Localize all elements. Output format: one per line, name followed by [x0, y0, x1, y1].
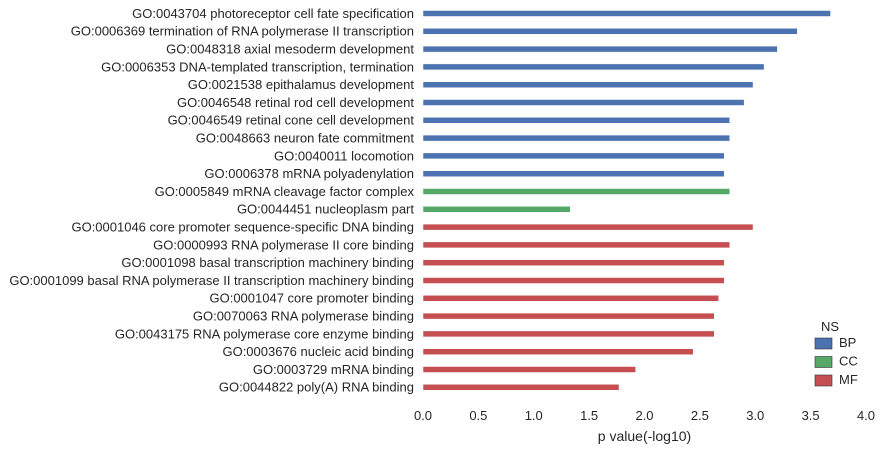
bar-mf	[422, 312, 715, 320]
x-tick-label: 1.0	[525, 408, 543, 423]
y-tick-labels: GO:0043704 photoreceptor cell fate speci…	[9, 6, 414, 395]
y-tick-label: GO:0005849 mRNA cleavage factor complex	[155, 184, 415, 199]
y-tick-label: GO:0043704 photoreceptor cell fate speci…	[132, 6, 414, 21]
x-tick-label: 2.0	[635, 408, 653, 423]
y-tick-label: GO:0048318 axial mesoderm development	[166, 42, 414, 57]
y-tick-label: GO:0001099 basal RNA polymerase II trans…	[9, 273, 414, 288]
y-tick-label: GO:0048663 neuron fate commitment	[196, 131, 415, 146]
y-tick-label: GO:0021538 epithalamus development	[188, 77, 415, 92]
legend-label-cc: CC	[839, 353, 858, 368]
y-tick-label: GO:0006369 termination of RNA polymerase…	[71, 24, 414, 39]
bar-mf	[422, 348, 694, 355]
y-tick-label: GO:0046548 retinal rod cell development	[177, 95, 414, 110]
y-tick-label: GO:0003729 mRNA binding	[253, 362, 414, 377]
bar-mf	[422, 241, 731, 249]
bar-mf	[422, 223, 754, 231]
bar-cc	[422, 206, 571, 213]
y-tick-label: GO:0001047 core promoter binding	[209, 291, 414, 306]
bar-mf	[422, 259, 725, 266]
bar-bp	[422, 117, 731, 124]
x-tick-label: 3.5	[802, 408, 820, 423]
x-tick-label: 3.0	[746, 408, 764, 423]
y-tick-label: GO:0043175 RNA polymerase core enzyme bi…	[115, 326, 414, 341]
bar-bp	[422, 134, 731, 142]
legend-title: NS	[821, 319, 839, 334]
legend: NS BP CC MF	[814, 319, 858, 387]
y-tick-label: GO:0044451 nucleoplasm part	[237, 202, 414, 217]
legend-swatch-bp	[814, 337, 833, 350]
y-tick-label: GO:0040011 locomotion	[274, 148, 414, 163]
y-tick-label: GO:0003676 nucleic acid binding	[222, 344, 414, 359]
bar-mf	[422, 277, 725, 284]
x-tick-label: 2.5	[691, 408, 709, 423]
bar-mf	[422, 384, 620, 391]
bar-cc	[422, 188, 731, 195]
legend-swatch-mf	[814, 374, 833, 387]
legend-label-mf: MF	[839, 372, 858, 387]
y-tick-label: GO:0006378 mRNA polyadenylation	[204, 166, 414, 181]
x-tick-label: 1.5	[580, 408, 598, 423]
y-tick-label: GO:0000993 RNA polymerase II core bindin…	[153, 237, 414, 252]
x-tick-label: 0.0	[414, 408, 432, 423]
bar-bp	[422, 63, 765, 71]
bar-bp	[422, 45, 778, 53]
x-tick-label: 4.0	[857, 408, 875, 423]
x-tick-label: 0.5	[469, 408, 487, 423]
y-tick-label: GO:0001046 core promoter sequence-specif…	[71, 220, 414, 235]
bar-bp	[422, 152, 725, 160]
bar-mf	[422, 330, 715, 338]
legend-label-bp: BP	[839, 335, 856, 350]
x-tick-labels: 0.0 0.5 1.0 1.5 2.0 2.5 3.0 3.5 4.0	[414, 408, 875, 423]
y-tick-label: GO:0046549 retinal cone cell development	[168, 113, 415, 128]
bar-bp	[422, 81, 754, 88]
y-tick-label: GO:0070063 RNA polymerase binding	[193, 309, 414, 324]
y-tick-label: GO:0044822 poly(A) RNA binding	[219, 380, 414, 395]
legend-swatch-cc	[814, 356, 833, 368]
bar-mf	[422, 295, 719, 302]
y-tick-label: GO:0001098 basal transcription machinery…	[121, 255, 414, 270]
bar-bp	[422, 28, 798, 35]
x-axis-label: p value(-log10)	[598, 428, 691, 444]
y-tick-label: GO:0006353 DNA-templated transcription, …	[101, 59, 414, 74]
bar-mf	[422, 366, 636, 373]
bar-bp	[422, 10, 831, 17]
bar-bp	[422, 99, 745, 106]
bars-layer	[422, 10, 831, 391]
bar-bp	[422, 170, 725, 177]
